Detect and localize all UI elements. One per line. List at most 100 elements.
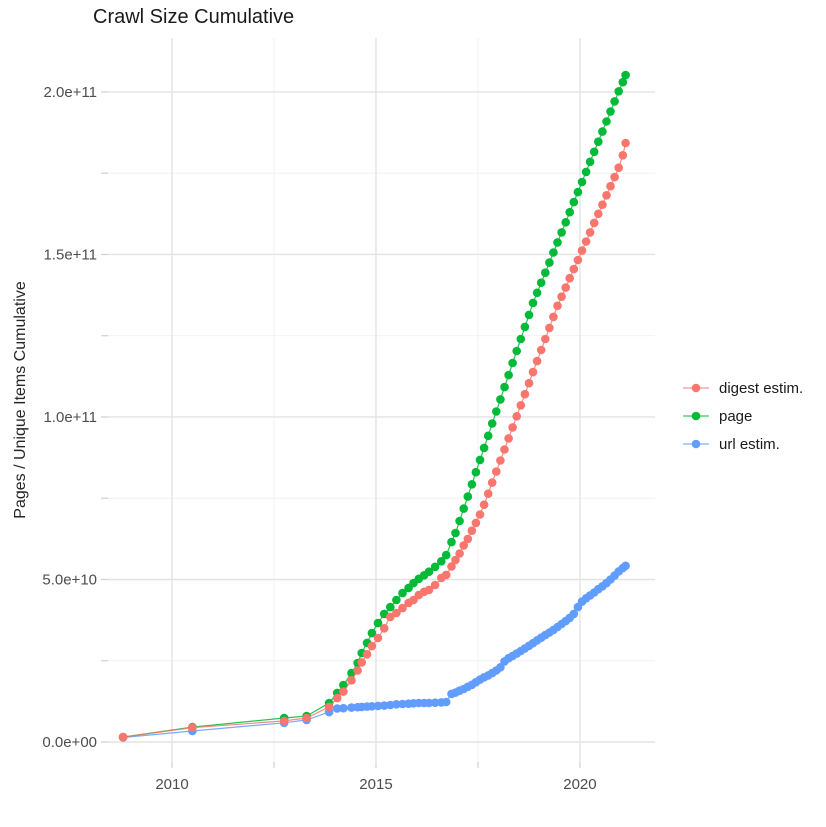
data-point bbox=[545, 258, 554, 267]
data-point bbox=[430, 580, 440, 590]
data-point bbox=[188, 723, 197, 732]
data-point bbox=[602, 191, 611, 200]
legend-label-digest: digest estim. bbox=[719, 379, 804, 397]
data-point bbox=[487, 478, 497, 487]
axis-ticks bbox=[101, 91, 581, 768]
data-point bbox=[437, 557, 446, 566]
data-point bbox=[500, 445, 509, 454]
data-point bbox=[561, 218, 570, 227]
data-point bbox=[424, 567, 434, 576]
data-point bbox=[373, 618, 383, 628]
data-point bbox=[536, 345, 546, 355]
data-point bbox=[602, 117, 611, 126]
data-point bbox=[357, 658, 367, 667]
data-point bbox=[589, 147, 599, 157]
data-point bbox=[386, 602, 395, 612]
data-point bbox=[492, 467, 501, 476]
data-point bbox=[553, 238, 562, 247]
data-point bbox=[398, 603, 407, 613]
data-point bbox=[398, 699, 407, 709]
y-tick-label: 0.0e+00 bbox=[42, 734, 97, 751]
data-point bbox=[528, 298, 538, 308]
legend-label-url: url estim. bbox=[719, 435, 780, 453]
data-point bbox=[424, 698, 434, 708]
data-point bbox=[379, 624, 389, 633]
y-tick-label: 1.0e+11 bbox=[43, 409, 97, 426]
x-tick-label: 2015 bbox=[359, 776, 392, 793]
data-point bbox=[455, 549, 464, 558]
y-tick-label: 5.0e+10 bbox=[42, 571, 97, 588]
data-point bbox=[430, 562, 440, 572]
data-point bbox=[339, 687, 348, 696]
data-point bbox=[367, 641, 377, 651]
data-point bbox=[594, 209, 603, 219]
data-point bbox=[536, 278, 546, 288]
data-point bbox=[565, 273, 574, 283]
series-digest-estim- bbox=[118, 138, 630, 742]
data-point bbox=[447, 562, 456, 571]
data-point bbox=[441, 550, 451, 560]
data-point bbox=[577, 246, 587, 255]
data-point bbox=[451, 555, 460, 565]
data-point bbox=[459, 541, 469, 550]
data-point bbox=[332, 704, 342, 713]
data-point bbox=[528, 367, 538, 377]
data-point bbox=[332, 693, 342, 703]
y-tick-label: 2.0e+11 bbox=[43, 84, 97, 101]
legend-key-url-icon bbox=[683, 439, 709, 449]
gridlines-major bbox=[108, 38, 655, 762]
data-point bbox=[532, 356, 542, 366]
chart-title: Crawl Size Cumulative bbox=[93, 6, 295, 28]
data-point bbox=[606, 181, 615, 191]
data-point bbox=[496, 395, 505, 404]
data-point bbox=[373, 701, 383, 711]
data-point bbox=[516, 401, 526, 410]
legend-key-page-icon bbox=[683, 411, 709, 421]
x-tick-label: 2010 bbox=[155, 776, 188, 793]
data-point bbox=[508, 423, 517, 432]
data-point bbox=[598, 127, 607, 136]
data-point bbox=[392, 595, 401, 605]
data-point bbox=[492, 407, 501, 416]
data-point bbox=[581, 237, 591, 246]
data-point bbox=[621, 70, 630, 80]
legend-item-page: page bbox=[681, 407, 803, 425]
data-point bbox=[483, 431, 493, 441]
data-point bbox=[610, 172, 619, 182]
data-point bbox=[565, 207, 574, 217]
data-point bbox=[524, 378, 534, 388]
data-point bbox=[441, 570, 451, 580]
data-point bbox=[500, 382, 509, 392]
data-point bbox=[447, 537, 456, 547]
data-point bbox=[589, 218, 599, 228]
gridlines-minor bbox=[108, 38, 655, 762]
data-point bbox=[455, 516, 464, 526]
data-point bbox=[598, 200, 607, 209]
data-point bbox=[561, 283, 570, 292]
data-point bbox=[573, 255, 583, 265]
data-point bbox=[557, 228, 566, 237]
data-point bbox=[524, 310, 534, 320]
data-point bbox=[520, 389, 530, 399]
data-point bbox=[487, 419, 497, 428]
data-point bbox=[569, 197, 579, 207]
data-point bbox=[585, 228, 595, 237]
x-tick-labels: 2010 2015 2020 bbox=[155, 776, 596, 793]
data-point bbox=[392, 608, 401, 618]
data-point bbox=[585, 157, 595, 167]
data-point bbox=[467, 480, 477, 489]
data-point bbox=[367, 702, 377, 711]
data-point bbox=[621, 138, 630, 148]
x-tick-label: 2020 bbox=[563, 776, 596, 793]
data-point bbox=[475, 455, 485, 465]
data-point bbox=[496, 456, 505, 465]
y-axis-title: Pages / Unique Items Cumulative bbox=[12, 281, 29, 519]
data-point bbox=[569, 264, 579, 274]
data-point bbox=[479, 500, 489, 510]
legend-key-digest-icon bbox=[683, 383, 709, 393]
data-point bbox=[373, 633, 383, 643]
data-point bbox=[451, 528, 460, 538]
data-point bbox=[479, 443, 489, 453]
data-point bbox=[302, 713, 311, 723]
